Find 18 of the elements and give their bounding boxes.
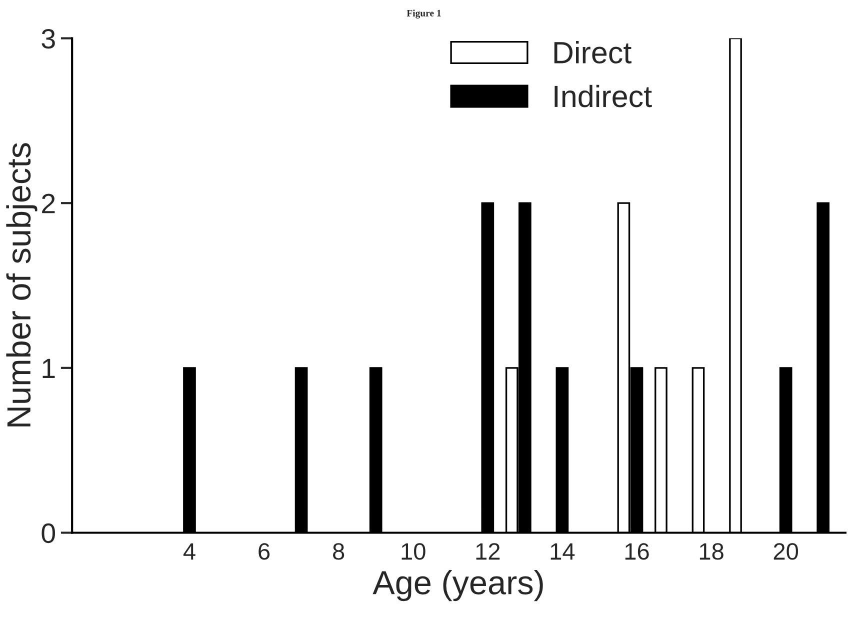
y-tick-label: 1 — [42, 358, 55, 378]
x-tick-label: 6 — [258, 543, 270, 560]
x-axis-title: Age (years) — [372, 570, 543, 602]
y-axis-title: Number of subjects — [6, 143, 38, 426]
legend-label: Indirect — [554, 84, 652, 108]
x-tick-label: 18 — [700, 543, 724, 560]
x-tick-label: 10 — [402, 543, 426, 560]
x-tick-label: 14 — [550, 543, 575, 560]
x-tick-label: 12 — [476, 543, 500, 560]
y-tick-label: 0 — [42, 523, 56, 544]
x-tick-label: 8 — [333, 543, 344, 560]
legend-label: Direct — [554, 41, 632, 64]
x-tick-label: 20 — [774, 543, 798, 560]
x-tick-label: 16 — [625, 543, 649, 560]
x-tick-label: 4 — [183, 543, 196, 560]
y-tick-label: 2 — [42, 194, 55, 214]
y-tick-label: 3 — [42, 28, 55, 49]
chart-title: Figure 1 — [406, 10, 441, 18]
